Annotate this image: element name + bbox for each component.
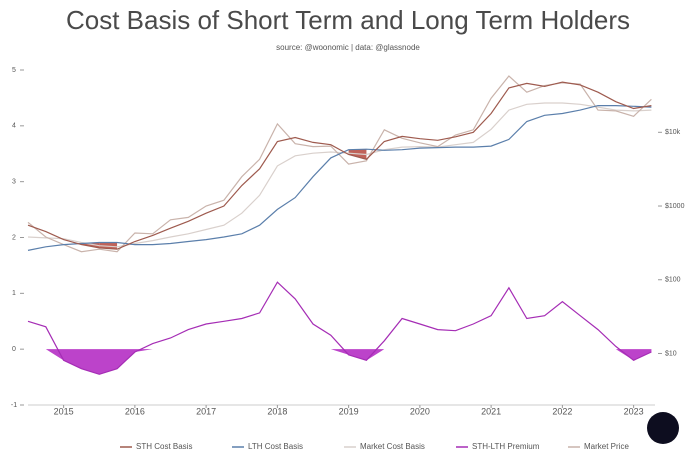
y-tick-label: 5 bbox=[12, 67, 16, 74]
series-line bbox=[27, 105, 652, 251]
legend-label: Market Cost Basis bbox=[360, 442, 425, 451]
series-line bbox=[27, 102, 652, 248]
y-tick-label: 2 bbox=[12, 234, 16, 241]
legend-label: STH-LTH Premium bbox=[472, 442, 540, 451]
x-tick-label: 2018 bbox=[267, 406, 287, 416]
x-tick-label: 2023 bbox=[624, 406, 644, 416]
y2-tick-label: $100 bbox=[665, 277, 681, 284]
y-tick-label: 1 bbox=[12, 290, 16, 297]
ui-button[interactable] bbox=[647, 412, 679, 444]
chart-subtitle: source: @woonomic | data: @glassnode bbox=[276, 43, 420, 52]
x-tick-label: 2017 bbox=[196, 406, 216, 416]
x-tick-label: 2016 bbox=[125, 406, 145, 416]
y-tick-label: 0 bbox=[12, 346, 16, 353]
series-line bbox=[27, 75, 652, 253]
series-line bbox=[27, 81, 652, 250]
premium-negative-area bbox=[28, 349, 652, 375]
legend-label: LTH Cost Basis bbox=[248, 442, 303, 451]
chart-title: Cost Basis of Short Term and Long Term H… bbox=[66, 5, 630, 35]
y2-tick-label: $10 bbox=[665, 350, 677, 357]
y2-tick-label: $10k bbox=[665, 129, 681, 136]
x-tick-label: 2019 bbox=[339, 406, 359, 416]
series-line bbox=[27, 281, 652, 375]
y-tick-label: 3 bbox=[12, 179, 16, 186]
legend-label: STH Cost Basis bbox=[136, 442, 192, 451]
x-tick-label: 2020 bbox=[410, 406, 430, 416]
x-tick-label: 2022 bbox=[552, 406, 572, 416]
legend-label: Market Price bbox=[584, 442, 629, 451]
x-tick-label: 2015 bbox=[54, 406, 74, 416]
x-tick-label: 2021 bbox=[481, 406, 501, 416]
y-tick-label: -1 bbox=[11, 402, 17, 409]
y-tick-label: 4 bbox=[12, 123, 16, 130]
y2-tick-label: $1000 bbox=[665, 203, 685, 210]
